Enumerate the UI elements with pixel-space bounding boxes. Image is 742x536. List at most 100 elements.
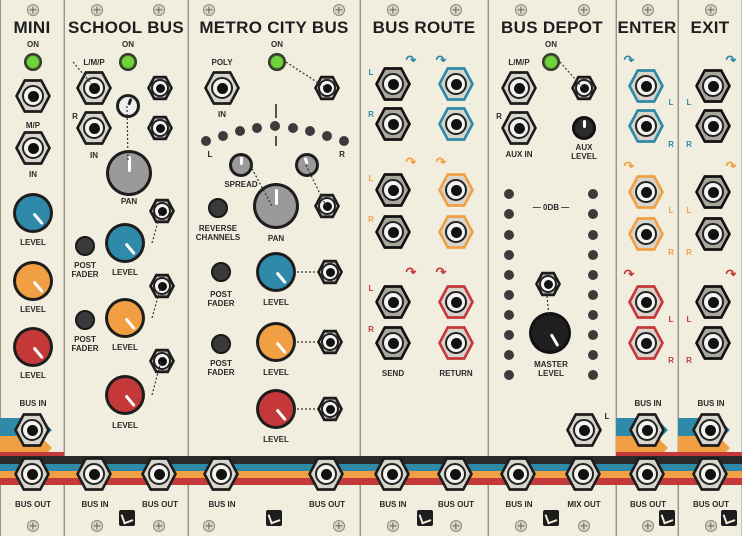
return-r-jack-orange[interactable]	[438, 214, 474, 250]
exit-r-jack-red[interactable]	[695, 325, 731, 361]
mp-label: M/P	[25, 121, 41, 130]
screw-icon	[450, 520, 462, 532]
pan-mod-knob[interactable]	[119, 97, 137, 115]
on-led[interactable]	[542, 53, 560, 71]
return-r-jack-blue[interactable]	[438, 106, 474, 142]
post-fader-button-2[interactable]	[211, 334, 231, 354]
metro-bus-out-jack[interactable]	[308, 456, 344, 492]
send-r-jack-red[interactable]	[375, 325, 411, 361]
enter-r-jack-red[interactable]	[628, 325, 664, 361]
level-cv-jack-1[interactable]	[317, 259, 343, 285]
aux-r-input-jack[interactable]	[501, 110, 537, 146]
enter-r-jack-blue[interactable]	[628, 108, 664, 144]
mini-title: MINI	[13, 18, 51, 37]
enter-bus-out-jack[interactable]	[629, 456, 665, 492]
level-knob-red[interactable]	[16, 330, 50, 364]
pan-knob[interactable]	[109, 153, 149, 193]
send-r-jack-blue[interactable]	[375, 106, 411, 142]
screw-icon	[153, 520, 165, 532]
school-bus-out-jack[interactable]	[141, 456, 177, 492]
bus-in-label: BUS IN	[19, 399, 47, 408]
vu-led-left	[504, 270, 514, 280]
master-level-knob[interactable]	[532, 315, 568, 351]
on-led[interactable]	[119, 53, 137, 71]
mix-out-l-jack[interactable]	[566, 412, 602, 448]
level-knob-red[interactable]	[259, 392, 293, 426]
mini-bus-out-jack[interactable]	[14, 456, 50, 492]
aux-level-knob[interactable]	[575, 119, 593, 137]
bus-in-label: BUS IN	[208, 500, 236, 509]
l-label: L	[686, 315, 692, 324]
depot-mix-out-r-jack[interactable]	[565, 456, 601, 492]
exit-l-jack-orange[interactable]	[695, 174, 731, 210]
right-input-jack[interactable]	[76, 110, 112, 146]
level-knob-red[interactable]	[108, 378, 142, 412]
return-l-jack-red[interactable]	[438, 284, 474, 320]
input-jack[interactable]	[15, 130, 51, 166]
level-knob-blue[interactable]	[259, 255, 293, 289]
chain-jack[interactable]	[147, 75, 173, 101]
chain-jack[interactable]	[15, 78, 51, 114]
send-l-jack-blue[interactable]	[375, 66, 411, 102]
enter-bus-in-jack[interactable]	[629, 412, 665, 448]
aux-l-input-jack[interactable]	[501, 70, 537, 106]
send-r-jack-orange[interactable]	[375, 214, 411, 250]
send-l-jack-red[interactable]	[375, 284, 411, 320]
left-input-jack[interactable]	[76, 70, 112, 106]
poly-input-jack[interactable]	[204, 70, 240, 106]
post-fader-button-1[interactable]	[75, 236, 95, 256]
r-label: R	[686, 248, 692, 257]
enter-r-jack-orange[interactable]	[628, 216, 664, 252]
metro-bus-in-jack[interactable]	[203, 456, 239, 492]
in-label: IN	[218, 110, 226, 119]
curved-arrow-icon: ↷	[405, 52, 417, 68]
post-fader-button-2[interactable]	[75, 310, 95, 330]
route-bus-out-jack[interactable]	[437, 456, 473, 492]
chain-jack[interactable]	[314, 75, 340, 101]
level-knob-blue[interactable]	[108, 226, 142, 260]
enter-l-jack-red[interactable]	[628, 284, 664, 320]
vu-led-left	[504, 230, 514, 240]
channel-led	[305, 126, 315, 136]
post-fader-button-1[interactable]	[211, 262, 231, 282]
pan-mod-knob[interactable]	[298, 156, 316, 174]
school-bus-in-jack[interactable]	[76, 456, 112, 492]
level-knob-orange[interactable]	[108, 301, 142, 335]
exit-r-jack-orange[interactable]	[695, 216, 731, 252]
exit-l-jack-blue[interactable]	[695, 68, 731, 104]
spread-knob[interactable]	[232, 156, 250, 174]
screw-icon	[27, 4, 39, 16]
return-r-jack-red[interactable]	[438, 325, 474, 361]
return-l-jack-orange[interactable]	[438, 172, 474, 208]
level-cv-jack-1[interactable]	[149, 198, 175, 224]
exit-l-jack-red[interactable]	[695, 284, 731, 320]
screw-icon	[515, 4, 527, 16]
level-cv-jack-2[interactable]	[149, 273, 175, 299]
enter-l-jack-blue[interactable]	[628, 68, 664, 104]
reverse-channels-button[interactable]	[208, 198, 228, 218]
route-bus-in-jack[interactable]	[374, 456, 410, 492]
level-knob-orange[interactable]	[16, 264, 50, 298]
channel-led	[201, 136, 211, 146]
level-knob-blue[interactable]	[16, 196, 50, 230]
vu-led-right	[588, 250, 598, 260]
on-led[interactable]	[268, 53, 286, 71]
level-knob-orange[interactable]	[259, 325, 293, 359]
level-cv-jack-2[interactable]	[317, 329, 343, 355]
return-l-jack-blue[interactable]	[438, 66, 474, 102]
mini-bus-in-jack[interactable]	[14, 412, 50, 448]
send-l-jack-orange[interactable]	[375, 172, 411, 208]
master-cv-jack[interactable]	[535, 271, 561, 297]
depot-bus-in-jack[interactable]	[500, 456, 536, 492]
on-led[interactable]	[24, 53, 42, 71]
pan-cv-jack[interactable]	[314, 193, 340, 219]
exit-bus-out-jack[interactable]	[692, 456, 728, 492]
exit-bus-in-jack[interactable]	[692, 412, 728, 448]
pan-cv-jack[interactable]	[147, 115, 173, 141]
enter-l-jack-orange[interactable]	[628, 174, 664, 210]
level-cv-jack-3[interactable]	[317, 396, 343, 422]
on-label: ON	[271, 40, 283, 49]
exit-r-jack-blue[interactable]	[695, 108, 731, 144]
level-cv-jack-3[interactable]	[149, 348, 175, 374]
pan-knob[interactable]	[256, 186, 296, 226]
